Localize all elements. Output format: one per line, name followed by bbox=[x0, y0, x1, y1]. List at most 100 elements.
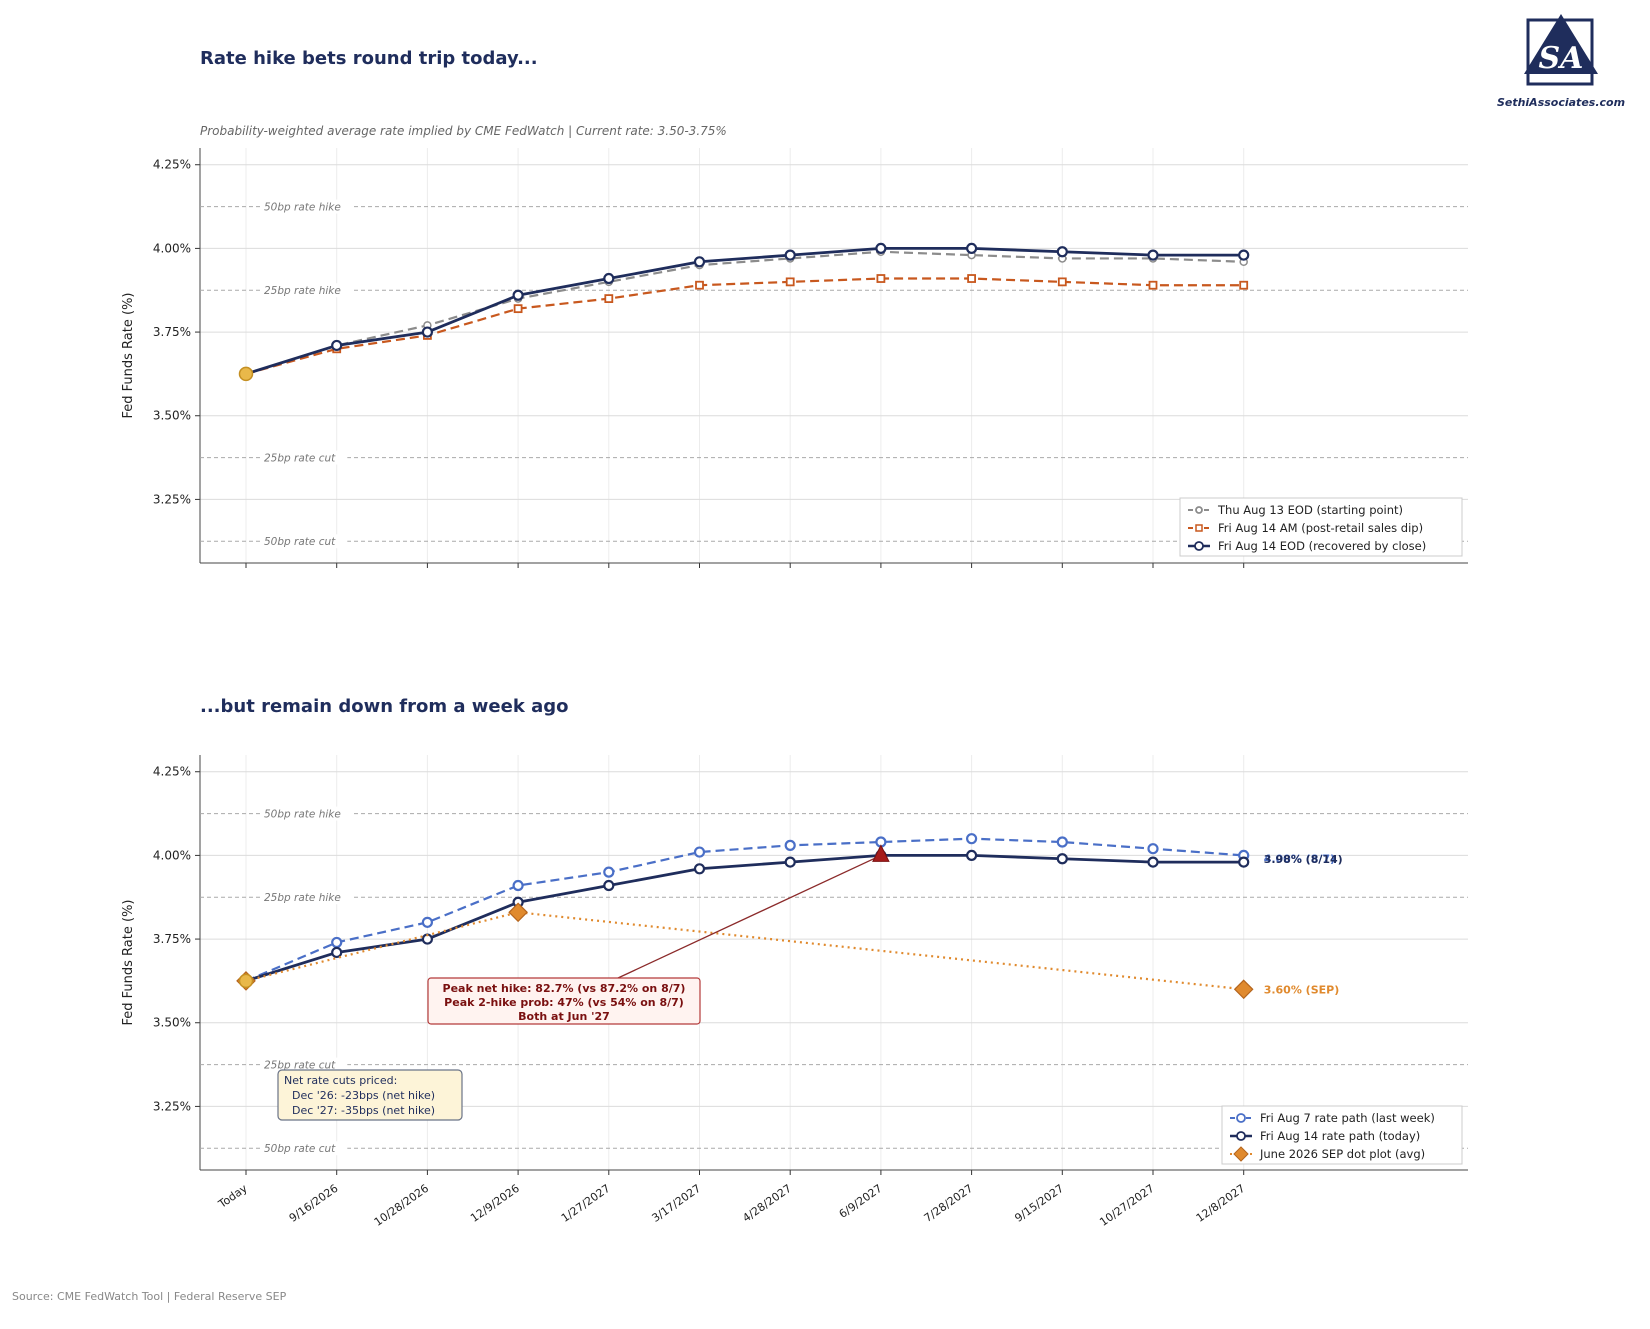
data-point bbox=[784, 249, 796, 261]
data-point bbox=[967, 274, 976, 283]
data-point bbox=[1147, 249, 1159, 261]
legend-marker bbox=[1236, 1131, 1246, 1141]
x-tick-label: 1/27/2027 bbox=[559, 1182, 613, 1225]
reference-label-bg bbox=[260, 890, 354, 905]
data-point bbox=[331, 339, 343, 352]
chart-title-bottom: ...but remain down from a week ago bbox=[200, 696, 569, 717]
x-tick-label: 9/16/2026 bbox=[287, 1182, 341, 1225]
legend-box bbox=[1179, 497, 1463, 557]
y-tick-label: 3.50% bbox=[153, 1016, 191, 1030]
y-tick-label: 3.75% bbox=[153, 932, 191, 946]
series-end-label: 4.00% (8/7) bbox=[1264, 852, 1335, 865]
data-point bbox=[695, 280, 704, 290]
legend-label: Fri Aug 14 rate path (today) bbox=[1260, 1129, 1420, 1143]
series-line bbox=[245, 854, 1244, 983]
series-line bbox=[245, 911, 1244, 991]
reference-line-label: 50bp rate cut bbox=[264, 1143, 336, 1155]
reference-label-bg bbox=[260, 450, 348, 465]
y-tick-label: 3.25% bbox=[153, 492, 191, 506]
x-tick-label: 9/15/2027 bbox=[1012, 1182, 1066, 1225]
cuts-annotation-line: Dec '27: -35bps (net hike) bbox=[292, 1104, 435, 1117]
peak-triangle bbox=[872, 844, 890, 862]
reference-line-label: 25bp rate hike bbox=[264, 285, 341, 297]
series-line bbox=[245, 250, 1244, 375]
peak-annotation-line: Both at Jun '27 bbox=[518, 1010, 610, 1023]
data-point bbox=[331, 936, 343, 949]
data-point bbox=[1233, 979, 1254, 1000]
data-point bbox=[1147, 856, 1159, 868]
data-point bbox=[603, 879, 615, 892]
reference-label-bg bbox=[260, 1141, 348, 1156]
data-point bbox=[512, 879, 524, 892]
data-point bbox=[1057, 277, 1067, 287]
legend-box bbox=[1221, 1105, 1463, 1165]
data-point bbox=[331, 946, 343, 959]
x-tick-label: 6/9/2027 bbox=[837, 1182, 885, 1221]
legend-label: Fri Aug 7 rate path (last week) bbox=[1260, 1111, 1435, 1125]
logo-text: SethiAssociates.com bbox=[1496, 96, 1626, 109]
data-point bbox=[784, 856, 796, 868]
y-tick-label: 3.25% bbox=[153, 1099, 191, 1113]
legend-label: Fri Aug 14 AM (post-retail sales dip) bbox=[1218, 521, 1423, 535]
data-point bbox=[1056, 246, 1068, 258]
y-tick-label: 4.00% bbox=[153, 848, 191, 862]
legend-marker bbox=[1195, 506, 1203, 514]
reference-label-bg bbox=[260, 534, 348, 549]
logo-mark: SA bbox=[1539, 41, 1584, 76]
data-point bbox=[693, 863, 706, 875]
data-point bbox=[604, 294, 614, 304]
chart-subtitle: Probability-weighted average rate implie… bbox=[200, 124, 727, 138]
data-point bbox=[1148, 280, 1158, 290]
source-note: Source: CME FedWatch Tool | Federal Rese… bbox=[12, 1290, 287, 1303]
series-fri-aug-14-rate-path-today-: 3.98% (8/14) bbox=[245, 849, 1343, 983]
series-line bbox=[245, 247, 1244, 376]
chart-title-top: Rate hike bets round trip today... bbox=[200, 48, 538, 69]
series-fri-aug-14-eod-recovered-by-close- bbox=[245, 242, 1250, 376]
reference-line-label: 25bp rate cut bbox=[264, 1060, 336, 1072]
data-point bbox=[1238, 856, 1250, 868]
reference-line-label: 50bp rate hike bbox=[264, 202, 341, 214]
data-point bbox=[965, 242, 978, 255]
x-tick-label: 10/27/2027 bbox=[1097, 1182, 1156, 1229]
x-tick-label: 12/9/2026 bbox=[468, 1182, 522, 1225]
y-tick-label: 4.25% bbox=[153, 158, 191, 172]
data-point bbox=[693, 256, 706, 268]
reference-label-bg bbox=[260, 1057, 348, 1072]
legend-label: June 2026 SEP dot plot (avg) bbox=[1259, 1147, 1425, 1161]
data-point bbox=[1238, 249, 1250, 261]
y-tick-label: 3.50% bbox=[153, 409, 191, 423]
data-point bbox=[513, 304, 523, 314]
peak-annotation-box bbox=[427, 977, 701, 1025]
legend-label: Fri Aug 14 EOD (recovered by close) bbox=[1218, 539, 1426, 553]
data-point bbox=[421, 326, 433, 338]
chart-panel-bottom: 3.25% 3.50% 3.75% 4.00% 4.25% Fed Funds Rate … bbox=[121, 755, 1468, 1229]
legend-marker bbox=[1233, 1146, 1249, 1162]
x-tick-label: 10/28/2026 bbox=[372, 1182, 431, 1229]
data-point bbox=[785, 277, 795, 287]
data-point bbox=[603, 272, 615, 285]
x-tick-label: Today bbox=[215, 1182, 250, 1212]
series-thu-aug-13-eod-starting-point- bbox=[245, 247, 1248, 375]
cuts-annotation-line: Dec '26: -23bps (net hike) bbox=[292, 1089, 435, 1102]
sethi-associates-logo-icon: SA bbox=[1524, 14, 1598, 86]
logo: SA SethiAssociates.com bbox=[1486, 12, 1636, 109]
data-point bbox=[508, 902, 528, 923]
series-line bbox=[245, 837, 1244, 982]
cuts-annotation-box bbox=[277, 1069, 463, 1121]
peak-connector bbox=[617, 854, 882, 979]
data-point bbox=[784, 839, 796, 851]
peak-annotation-line: Peak net hike: 82.7% (vs 87.2% on 8/7) bbox=[443, 982, 686, 995]
reference-line-label: 50bp rate hike bbox=[264, 809, 341, 821]
data-point bbox=[875, 242, 887, 255]
reference-line-label: 25bp rate cut bbox=[264, 453, 336, 465]
data-point bbox=[421, 916, 433, 928]
y-axis-label: Fed Funds Rate (%) bbox=[121, 293, 136, 419]
x-tick-label: 7/28/2027 bbox=[922, 1182, 976, 1225]
series-end-label: 3.60% (SEP) bbox=[1264, 983, 1340, 996]
series-end-label: 3.98% (8/14) bbox=[1264, 853, 1343, 866]
data-point bbox=[512, 289, 524, 301]
peak-annotation-line: Peak 2-hike prob: 47% (vs 54% on 8/7) bbox=[444, 996, 684, 1009]
series-line bbox=[245, 277, 1244, 375]
data-point bbox=[603, 866, 615, 878]
